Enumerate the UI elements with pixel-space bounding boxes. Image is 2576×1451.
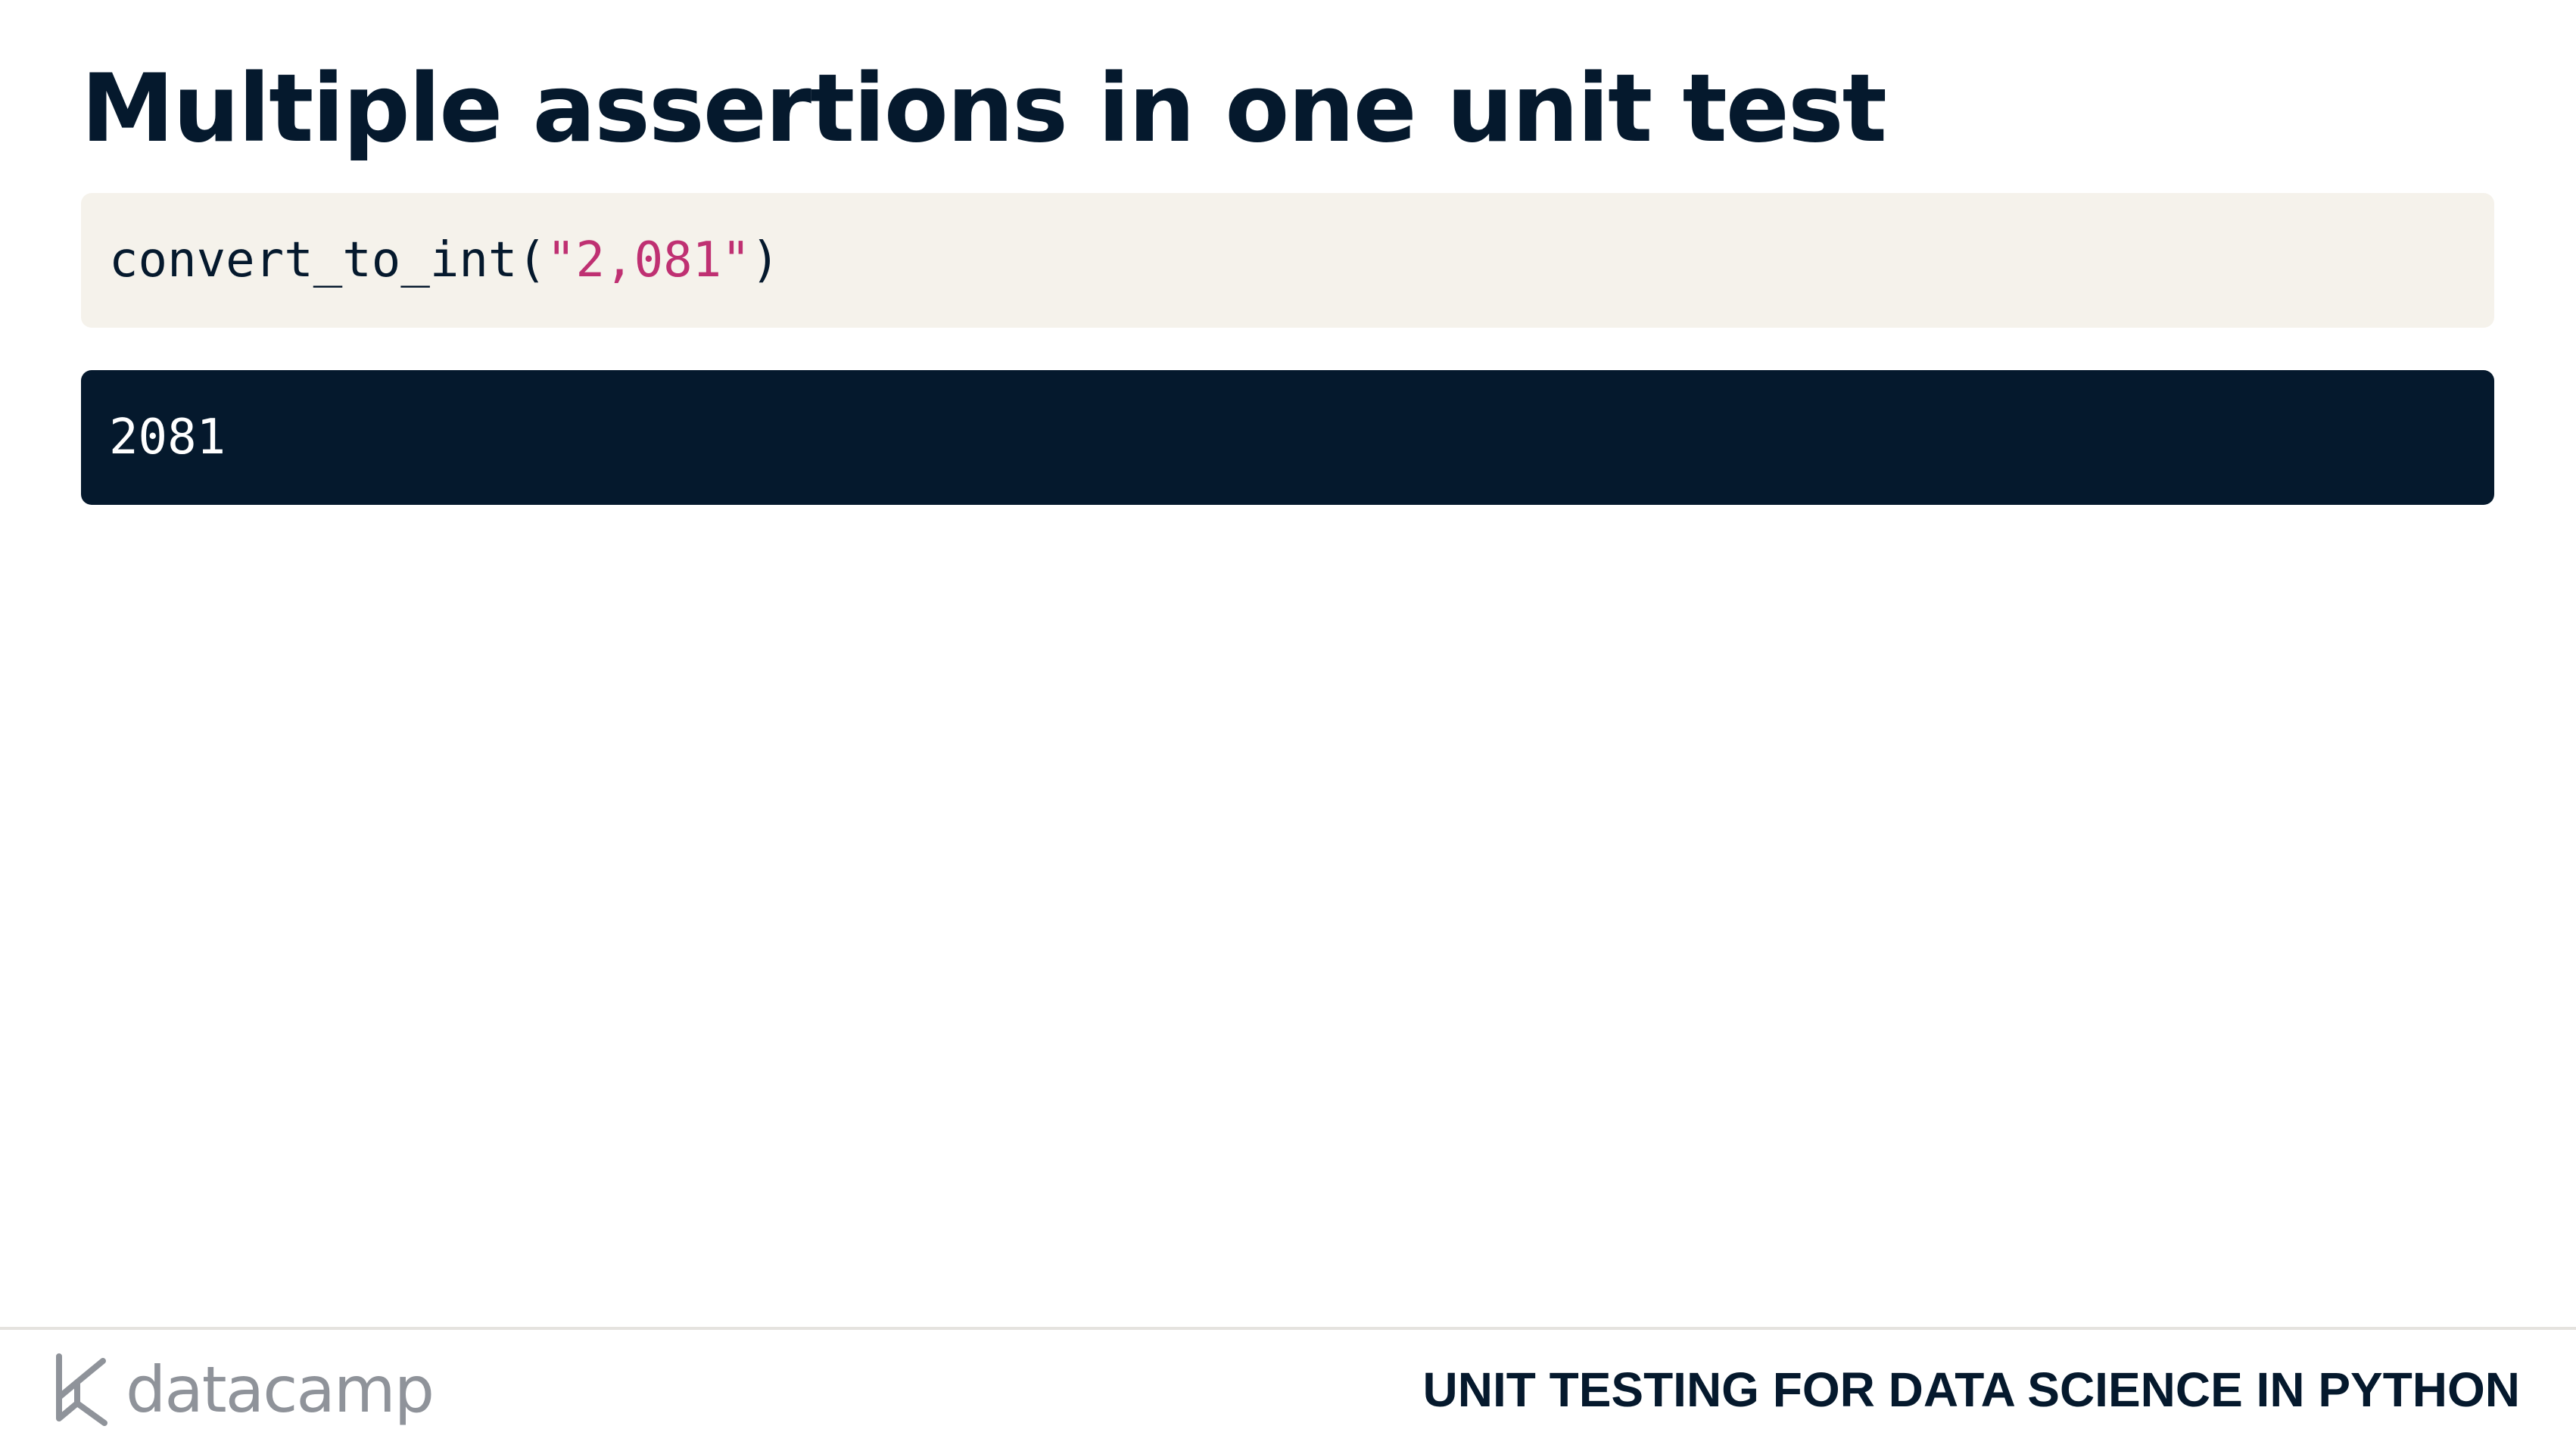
code-input-block: convert_to_int("2,081") xyxy=(81,193,2494,328)
code-function-name: convert_to_int xyxy=(109,232,518,288)
footer-divider xyxy=(0,1327,2576,1330)
code-string-argument: "2,081" xyxy=(546,232,751,288)
code-close-paren: ) xyxy=(750,232,780,288)
datacamp-logo: datacamp xyxy=(53,1350,435,1429)
code-output-value: 2081 xyxy=(109,409,226,466)
logo-wordmark: datacamp xyxy=(126,1353,435,1427)
code-open-paren: ( xyxy=(517,232,547,288)
course-title: UNIT TESTING FOR DATA SCIENCE IN PYTHON xyxy=(1422,1362,2521,1417)
code-output-block: 2081 xyxy=(81,370,2494,505)
slide-title: Multiple assertions in one unit test xyxy=(81,54,1887,163)
datacamp-logo-icon xyxy=(56,1353,107,1426)
